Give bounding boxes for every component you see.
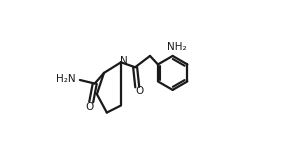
Text: O: O [136, 86, 144, 96]
Text: NH₂: NH₂ [167, 42, 186, 52]
Text: H₂N: H₂N [56, 74, 76, 84]
Text: O: O [85, 102, 94, 112]
Text: N: N [120, 56, 128, 66]
